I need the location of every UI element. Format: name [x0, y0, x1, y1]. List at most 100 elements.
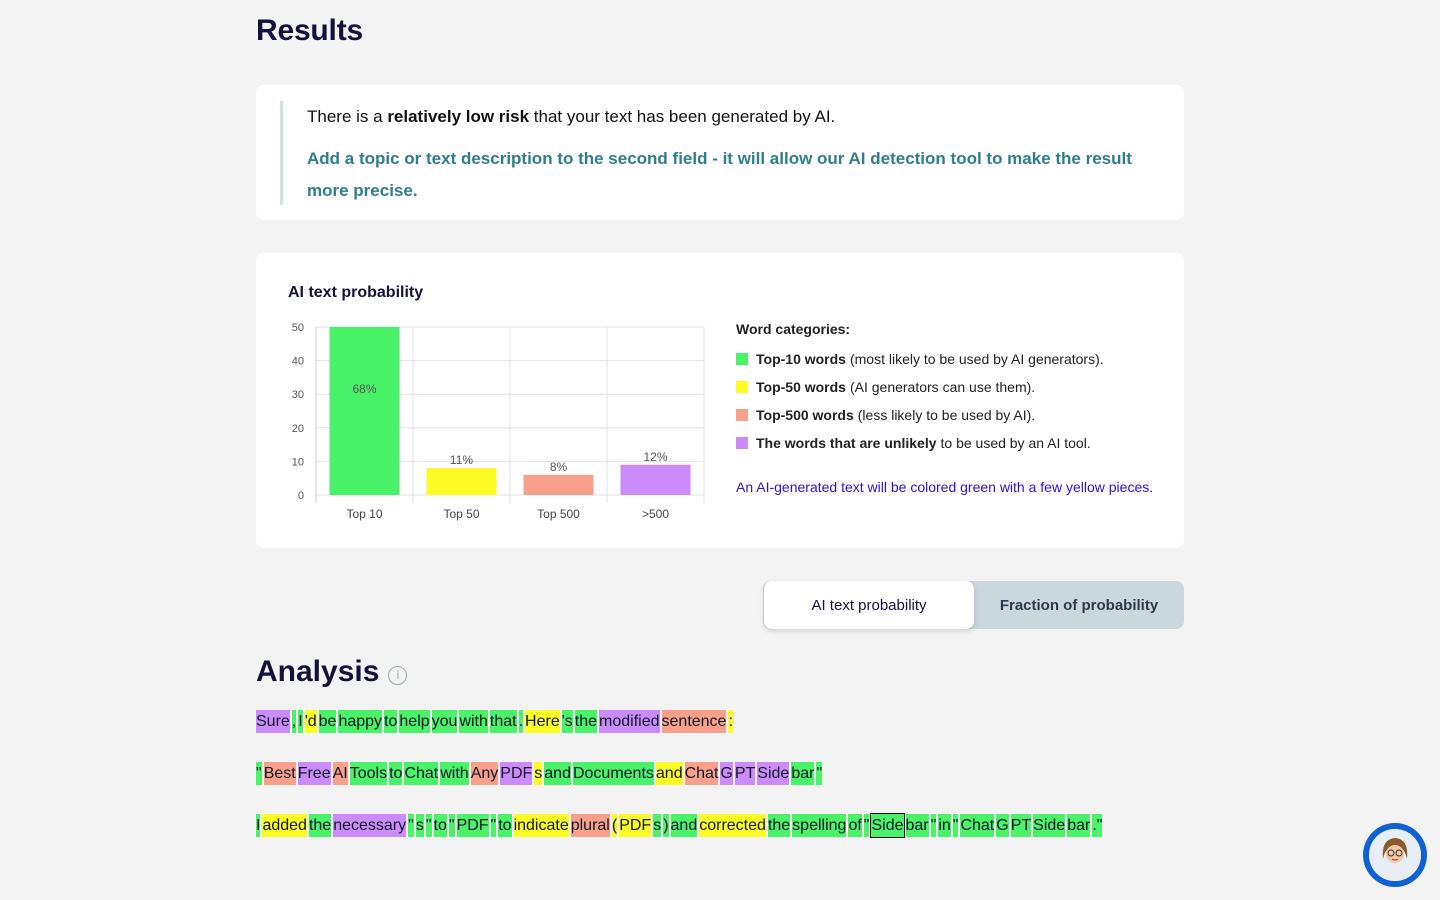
word-token[interactable]: Chat — [404, 762, 439, 785]
word-token[interactable]: added — [262, 814, 307, 837]
y-tick-label: 10 — [292, 456, 304, 468]
word-token[interactable]: " — [490, 814, 497, 837]
word-token[interactable]: with — [440, 762, 469, 785]
bar-chart: 0 10 20 30 40 50 68% Top 10 11% Top 50 8% Top 500 12… — [292, 322, 705, 521]
word-token[interactable]: Here — [525, 710, 560, 733]
risk-hint: Add a topic or text description to the s… — [307, 149, 1132, 200]
word-token[interactable]: bar — [905, 814, 929, 837]
word-token[interactable]: to — [498, 814, 512, 837]
word-token[interactable]: 'd — [304, 710, 317, 733]
word-token[interactable]: Free — [297, 762, 331, 785]
bar-data-label: 8% — [550, 460, 568, 474]
word-token[interactable]: necessary — [333, 814, 407, 837]
legend-text: (AI generators can use them). — [849, 379, 1036, 395]
word-token[interactable]: corrected — [699, 814, 766, 837]
word-token[interactable]: the — [767, 814, 791, 837]
word-token[interactable]: to — [433, 814, 447, 837]
word-token[interactable]: that — [489, 710, 517, 733]
analysis-paragraph: " Best Free AI Tools to Chat with Any PDF s and Docu… — [256, 760, 1184, 788]
bar-data-label: 68% — [352, 382, 376, 396]
word-token[interactable]: . — [518, 710, 524, 733]
bar-top50 — [426, 468, 497, 495]
word-token[interactable]: " — [930, 814, 937, 837]
word-token[interactable]: PT — [1010, 814, 1032, 837]
word-token[interactable]: happy — [338, 710, 383, 733]
word-token[interactable]: Tools — [349, 762, 388, 785]
word-token[interactable]: : — [728, 710, 733, 733]
word-token[interactable]: to — [389, 762, 403, 785]
word-token[interactable]: Chat — [684, 762, 719, 785]
word-token[interactable]: plural — [570, 814, 610, 837]
legend-item-top50: Top-50 words (AI generators can use them)… — [736, 379, 1166, 407]
word-token[interactable]: PT — [734, 762, 756, 785]
y-tick-label: 20 — [292, 423, 304, 435]
legend-swatch-green — [736, 353, 748, 365]
word-token[interactable]: ." — [1092, 814, 1103, 837]
word-token[interactable]: with — [459, 710, 488, 733]
tab-fraction-of-probability[interactable]: Fraction of probability — [999, 596, 1159, 614]
word-token[interactable]: spelling — [792, 814, 847, 837]
word-token[interactable]: " — [816, 762, 823, 785]
word-token[interactable]: help — [399, 710, 430, 733]
word-token[interactable]: " — [425, 814, 432, 837]
word-token[interactable]: the — [574, 710, 598, 733]
analysis-title: Analysis — [256, 655, 380, 688]
word-token[interactable]: s — [534, 762, 543, 785]
tab-ai-text-probability[interactable]: AI text probability — [764, 581, 974, 629]
word-token[interactable]: " — [448, 814, 455, 837]
word-token[interactable]: I — [256, 814, 261, 837]
chart-title: AI text probability — [288, 284, 424, 301]
word-token[interactable]: G — [996, 814, 1009, 837]
info-icon[interactable]: i — [388, 665, 408, 685]
legend-bold: Top-500 words — [756, 407, 854, 423]
word-token[interactable]: AI — [332, 762, 348, 785]
word-token[interactable]: Side — [1033, 814, 1066, 837]
word-token[interactable]: Documents — [572, 762, 654, 785]
word-token[interactable]: Side — [757, 762, 790, 785]
word-token[interactable]: and — [670, 814, 698, 837]
view-toggle: AI text probability Fraction of probabil… — [763, 581, 1184, 629]
word-token[interactable]: modified — [599, 710, 660, 733]
word-token[interactable]: ( — [611, 814, 618, 837]
word-token[interactable]: Any — [470, 762, 499, 785]
legend-bold: The words that are unlikely — [756, 435, 937, 451]
word-token[interactable]: s — [415, 814, 424, 837]
word-token[interactable]: sentence — [661, 710, 727, 733]
word-token[interactable]: Chat — [960, 814, 995, 837]
word-token[interactable]: PDF — [619, 814, 652, 837]
legend-text: (most likely to be used by AI generators… — [849, 351, 1104, 367]
bar-500 — [620, 464, 691, 495]
word-token[interactable]: " — [408, 814, 414, 837]
word-token[interactable]: " — [863, 814, 870, 837]
word-token[interactable]: bar — [791, 762, 815, 785]
word-token[interactable]: in — [938, 814, 951, 837]
support-chat-avatar[interactable] — [1363, 823, 1427, 887]
legend-item-unlikely: The words that are unlikely to be used by… — [736, 435, 1166, 463]
word-token[interactable]: bar — [1067, 814, 1091, 837]
analysis-paragraph: Sure, I'd be happy to help you with that. Here's t… — [256, 708, 1184, 736]
word-token[interactable]: " — [952, 814, 959, 837]
word-token[interactable]: be — [318, 710, 337, 733]
word-token[interactable]: s — [653, 814, 662, 837]
legend-text: (less likely to be used by AI). — [857, 407, 1036, 423]
word-token[interactable]: and — [655, 762, 683, 785]
word-token[interactable]: " — [256, 762, 262, 785]
word-token[interactable]: indicate — [513, 814, 569, 837]
word-token[interactable]: the — [308, 814, 332, 837]
word-token[interactable]: Sure — [256, 710, 290, 733]
word-token[interactable]: G — [720, 762, 733, 785]
word-token[interactable]: ) — [663, 814, 669, 837]
word-token[interactable]: 's — [561, 710, 573, 733]
word-token[interactable]: Best — [263, 762, 296, 785]
word-token[interactable]: Side — [870, 813, 905, 838]
word-token[interactable]: I — [298, 710, 303, 733]
word-token[interactable]: of — [848, 814, 862, 837]
word-token[interactable]: , — [291, 710, 297, 733]
word-token[interactable]: and — [544, 762, 571, 785]
word-token[interactable]: to — [384, 710, 398, 733]
word-token[interactable]: you — [431, 710, 458, 733]
risk-level: relatively low risk — [387, 107, 530, 126]
word-token[interactable]: PDF — [456, 814, 489, 837]
word-token[interactable]: PDF — [500, 762, 533, 785]
y-tick-label: 40 — [292, 356, 304, 368]
